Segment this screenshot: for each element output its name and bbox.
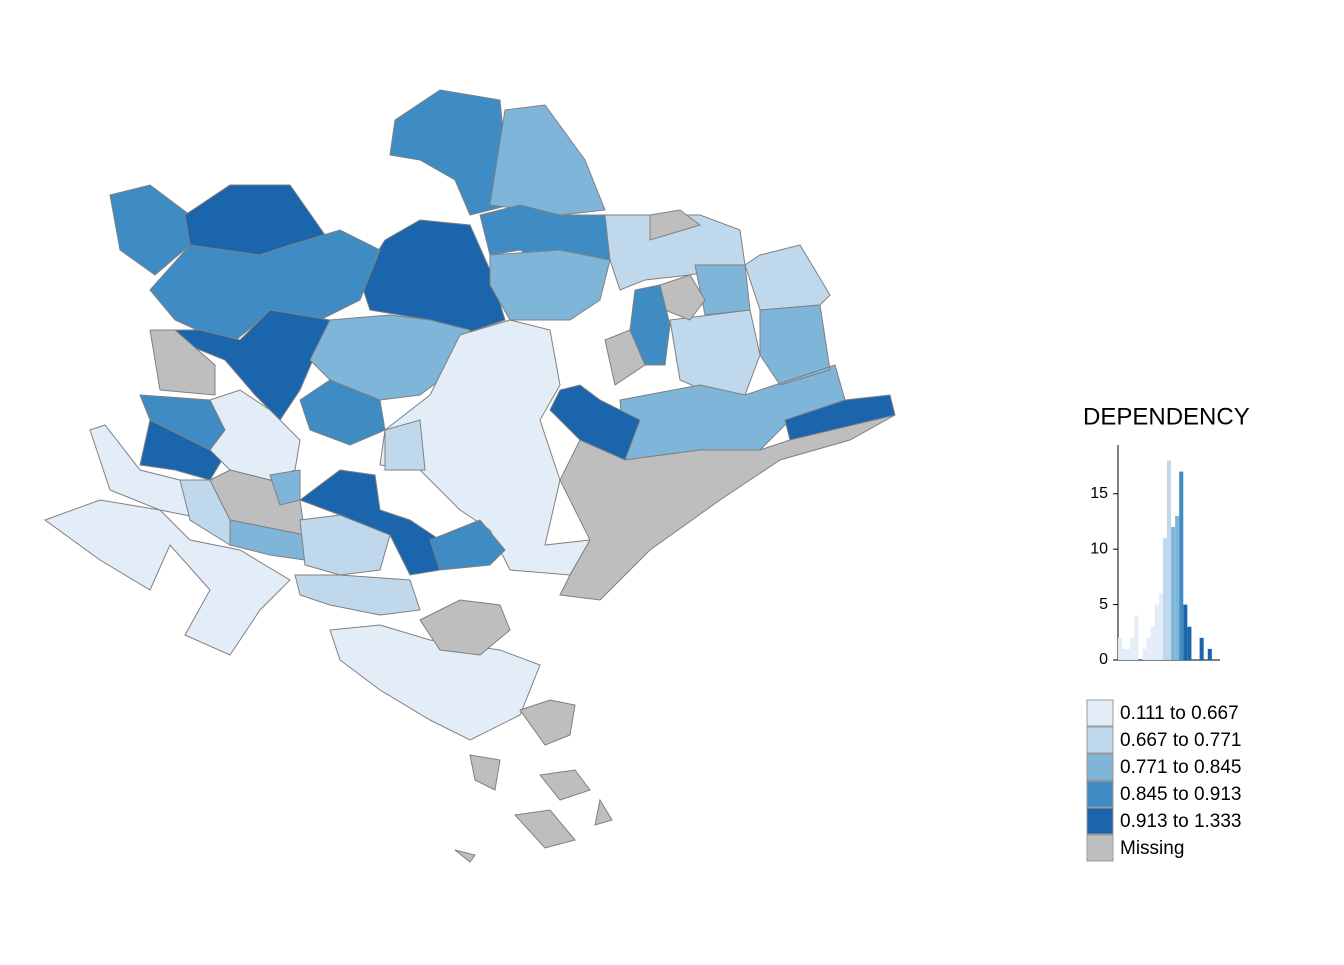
legend-label: 0.111 to 0.667: [1120, 703, 1239, 724]
bar: [1126, 648, 1131, 660]
bar: [1118, 637, 1123, 660]
y-tick-label: 15: [1090, 485, 1108, 502]
region: [454, 699, 613, 863]
map: [43, 89, 896, 863]
bar: [1146, 637, 1151, 660]
bar: [1183, 604, 1188, 660]
region: [489, 104, 606, 216]
bar: [1154, 604, 1159, 660]
legend-swatch: [1086, 807, 1114, 835]
legend-title: DEPENDENCY: [1083, 403, 1250, 430]
bar: [1187, 626, 1192, 660]
bar: [1150, 626, 1155, 660]
legend-label: 0.845 to 0.913: [1120, 784, 1242, 805]
legend: DEPENDENCY 0 5 10 15 0.111 to 0.667 0.667 to…: [1083, 403, 1250, 862]
legend-swatch: [1086, 780, 1114, 808]
legend-label: 0.771 to 0.845: [1120, 757, 1242, 778]
bar: [1142, 648, 1147, 660]
histogram: 0 5 10 15: [1090, 445, 1220, 668]
y-tick-label: 10: [1090, 540, 1108, 557]
legend-swatch: [1086, 834, 1114, 862]
legend-entries: 0.111 to 0.667 0.667 to 0.771 0.771 to 0.8…: [1086, 699, 1242, 862]
bar: [1179, 471, 1184, 660]
bar: [1162, 538, 1167, 660]
bar: [1130, 637, 1135, 660]
region: [179, 419, 426, 616]
bar: [1171, 527, 1176, 660]
legend-label: 0.667 to 0.771: [1120, 730, 1242, 751]
region: [43, 499, 291, 656]
legend-swatch: [1086, 753, 1114, 781]
bar: [1207, 648, 1212, 660]
bar: [1175, 515, 1180, 660]
bar: [1199, 637, 1204, 660]
y-tick-label: 5: [1099, 596, 1108, 613]
region: [329, 624, 541, 741]
region: [629, 284, 671, 366]
bar: [1158, 593, 1163, 660]
bar: [1134, 615, 1139, 660]
y-tick-label: 0: [1099, 651, 1108, 668]
legend-swatch: [1086, 726, 1114, 754]
legend-label: 0.913 to 1.333: [1120, 811, 1242, 832]
region: [559, 414, 896, 601]
legend-swatch: [1086, 699, 1114, 727]
legend-label: Missing: [1120, 838, 1184, 859]
region: [419, 599, 511, 656]
bar: [1122, 648, 1127, 660]
bar: [1166, 460, 1172, 660]
